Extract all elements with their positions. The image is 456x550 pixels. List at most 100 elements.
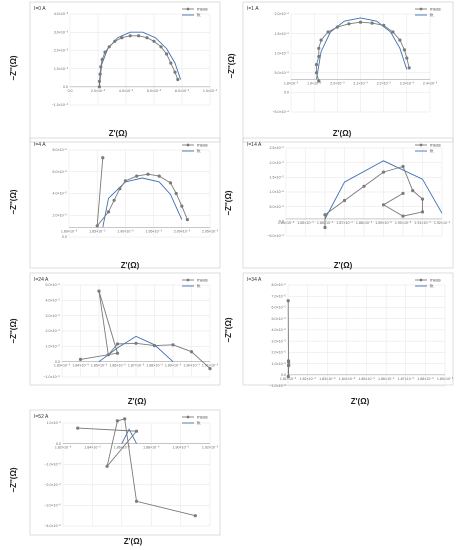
meas-point	[101, 156, 105, 160]
y-tick-label: −5.0×10⁻⁶	[272, 110, 289, 114]
fit-series-line	[316, 17, 408, 80]
x-tick-label: 1.88×10⁻³	[143, 446, 160, 450]
meas-point	[317, 46, 321, 50]
meas-point	[402, 48, 407, 52]
meas-point	[342, 198, 347, 203]
panel-label: I=24 A	[34, 277, 49, 283]
y-tick-label: 3.0×10⁻⁵	[272, 339, 287, 343]
meas-point	[145, 36, 149, 40]
x-tick-label: 1.89×10⁻³	[437, 377, 454, 381]
legend-meas-marker	[186, 415, 190, 419]
meas-point	[398, 38, 402, 42]
x-tick-label: 1.85×10⁻³	[89, 229, 106, 233]
y-tick-label: 8.0×10⁻⁵	[53, 148, 68, 152]
x-tick-label: 1.92×10⁻³	[202, 446, 219, 450]
panel-label: I=14 A	[247, 142, 262, 148]
x-tick-label: 1.85×10⁻³	[91, 364, 108, 368]
fit-series-line	[102, 177, 183, 228]
x-tick-label: 2.0×10⁻³	[91, 89, 106, 93]
x-tick-label: 1.90×10⁻³	[117, 229, 134, 233]
meas-point	[208, 367, 212, 371]
panel-frame	[29, 1, 221, 143]
y-tick-label: 4.0×10⁻⁵	[53, 192, 68, 196]
y-tick-label: 2.0×10⁻⁵	[275, 12, 290, 16]
x-tick-label: 6.0×10⁻³	[147, 89, 162, 93]
meas-point	[286, 374, 290, 379]
legend-fit-label: fit	[430, 149, 434, 154]
meas-point	[115, 342, 120, 346]
y-tick-label: −5.0×10⁻⁶	[267, 234, 284, 238]
panel-frame	[29, 409, 221, 536]
meas-point	[382, 23, 386, 27]
y-tick-label: 0.0	[56, 442, 61, 446]
x-tick-label: 1.91×10⁻³	[202, 364, 219, 368]
y-tick-label: −3.0×10⁻⁶	[44, 504, 61, 508]
meas-point	[185, 218, 189, 222]
y-tick-label: 4.0×10⁻³	[54, 12, 69, 16]
x-tick-label: 1.84×10⁻³	[278, 221, 295, 225]
y-tick-label: 3.0×10⁻⁵	[46, 314, 61, 318]
x-tick-label: 1.90×10⁻³	[395, 221, 412, 225]
x-tick-label: 1.80×10⁻³	[61, 229, 78, 233]
y-tick-label: 0.0	[279, 220, 284, 224]
panel-label: I=52 A	[34, 414, 49, 420]
meas-point	[314, 63, 319, 67]
panel-label: I=4 A	[34, 142, 46, 148]
x-tick-label: 1.88×10⁻³	[356, 221, 373, 225]
y-tick-label: 4.0×10⁻⁵	[46, 299, 61, 303]
meas-point	[169, 61, 173, 65]
y-tick-label: 6.0×10⁻⁵	[272, 306, 287, 310]
panel-label: I=1 A	[247, 6, 259, 12]
y-tick-label: 1.0×10⁻⁶	[47, 421, 62, 425]
x-tick-label: 1.89×10⁻³	[375, 221, 392, 225]
y-tick-label: 1.0×10⁻⁵	[275, 51, 290, 55]
meas-point	[193, 514, 197, 518]
meas-point	[411, 189, 415, 193]
meas-point	[319, 38, 323, 42]
x-tick-label: 2.1×10⁻³	[353, 81, 368, 85]
meas-point	[171, 343, 175, 347]
meas-point	[105, 464, 109, 468]
x-tick-label: 1.9×10⁻³	[307, 81, 322, 85]
y-tick-label: 0.0	[281, 373, 286, 377]
x-tick-label: 1.81×10⁻³	[280, 377, 297, 381]
chart-panel: −1.0×10⁻³ 0.0 1.0×10⁻³ 2.0×10⁻³ 3.0×10⁻³ 4.0×…	[9, 1, 221, 143]
x-tick-label: 1.88×10⁻³	[146, 364, 163, 368]
meas-series-line	[324, 165, 423, 228]
meas-point	[189, 350, 194, 354]
meas-point	[159, 45, 163, 49]
meas-point	[97, 79, 101, 83]
meas-point	[120, 36, 124, 40]
y-tick-label: 2.0×10⁻⁵	[270, 161, 285, 165]
meas-point	[152, 39, 156, 43]
meas-point	[134, 499, 139, 503]
meas-point	[152, 344, 157, 348]
y-tick-label: 1.0×10⁻⁵	[272, 362, 287, 366]
y-tick-label: 5.0×10⁻⁵	[272, 317, 287, 321]
panel-frame	[242, 1, 454, 143]
meas-point	[358, 20, 363, 24]
x-tick-label: 1.83×10⁻³	[319, 377, 336, 381]
meas-point	[362, 184, 366, 188]
y-tick-label: −1.0×10⁻⁵	[43, 375, 60, 379]
meas-series-line	[96, 157, 188, 228]
x-tick-label: 2.3×10⁻³	[400, 81, 415, 85]
y-tick-label: 1.5×10⁻⁵	[270, 176, 285, 180]
y-tick-label: 1.0×10⁻³	[54, 67, 69, 71]
legend-meas-marker	[419, 143, 423, 147]
meas-point	[100, 57, 104, 62]
x-tick-label: 1.86×10⁻³	[109, 364, 126, 368]
meas-point	[347, 22, 351, 26]
x-axis-title: Z'(Ω)	[351, 397, 370, 406]
y-tick-label: 8.0×10⁻⁵	[272, 283, 287, 287]
y-tick-label: 5.0×10⁻⁵	[46, 283, 61, 287]
meas-series-line	[80, 290, 211, 369]
meas-point	[98, 72, 102, 76]
y-tick-label: −1.0×10⁻⁶	[44, 462, 61, 466]
y-axis-title: −Z''(Ω)	[9, 189, 18, 214]
meas-point	[137, 34, 141, 38]
x-tick-label: 2.2×10⁻³	[377, 81, 392, 85]
fit-series-line	[324, 160, 443, 220]
y-axis-title: −Z''(Ω)	[224, 317, 233, 342]
